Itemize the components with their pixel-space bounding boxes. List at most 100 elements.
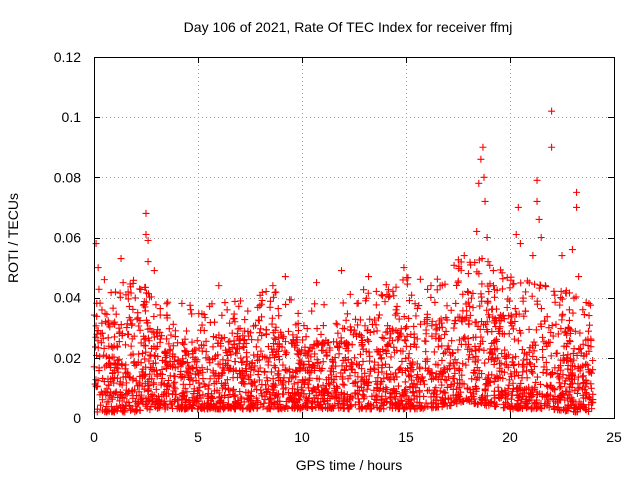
data-point (582, 336, 590, 344)
data-point (404, 354, 412, 362)
data-point (109, 319, 117, 327)
data-point (450, 324, 458, 332)
data-point (310, 340, 318, 348)
data-point (380, 405, 388, 413)
data-point (118, 381, 126, 389)
data-point (242, 353, 250, 361)
data-point (504, 363, 512, 371)
data-point (127, 316, 135, 324)
data-point (280, 390, 288, 398)
data-point (392, 389, 400, 397)
data-point (101, 363, 109, 371)
data-point (263, 354, 271, 362)
data-point (522, 307, 530, 315)
data-point (572, 293, 580, 301)
data-point (573, 351, 581, 359)
data-point (503, 303, 511, 311)
data-point (397, 397, 405, 405)
x-tick-label: 10 (294, 429, 310, 445)
data-point (365, 337, 373, 345)
data-point (556, 375, 564, 383)
data-point (566, 374, 574, 382)
data-point (588, 405, 596, 413)
data-point (458, 316, 466, 324)
data-point (233, 330, 241, 338)
data-point (124, 295, 132, 303)
data-point (321, 385, 329, 393)
data-point (120, 394, 128, 402)
data-point (491, 293, 499, 301)
data-point (346, 323, 354, 331)
data-point (144, 237, 152, 245)
data-point (390, 393, 398, 401)
data-point (145, 357, 153, 365)
data-point (450, 261, 458, 269)
data-point (548, 107, 556, 115)
data-point (449, 360, 457, 368)
data-point (361, 322, 369, 330)
data-point (389, 287, 397, 295)
data-point (167, 401, 175, 409)
data-point (246, 371, 254, 379)
data-point (165, 340, 173, 348)
data-point (367, 366, 375, 374)
data-point (516, 327, 524, 335)
data-point (181, 397, 189, 405)
data-point (344, 401, 352, 409)
data-point (424, 285, 432, 293)
data-point (579, 306, 587, 314)
data-point (136, 326, 144, 334)
data-point (332, 362, 340, 370)
data-point (97, 401, 105, 409)
data-point (399, 347, 407, 355)
data-point (410, 395, 418, 403)
data-point (548, 143, 556, 151)
data-point (169, 363, 177, 371)
data-point (532, 326, 540, 334)
data-point (351, 379, 359, 387)
data-point (338, 389, 346, 397)
data-point (200, 380, 208, 388)
data-point (299, 336, 307, 344)
y-tick-label: 0.1 (62, 109, 82, 125)
data-point (349, 331, 357, 339)
data-point (278, 405, 286, 413)
data-point (224, 361, 232, 369)
data-point (100, 344, 108, 352)
data-point (481, 359, 489, 367)
data-point (542, 369, 550, 377)
data-point (313, 279, 321, 287)
data-point (151, 401, 159, 409)
data-point (161, 348, 169, 356)
data-point (136, 406, 144, 414)
data-point (244, 327, 252, 335)
data-point (209, 343, 217, 351)
data-point (129, 279, 137, 287)
data-point (460, 252, 468, 260)
data-point (546, 338, 554, 346)
data-point (303, 325, 311, 333)
data-point (163, 312, 171, 320)
data-point (228, 344, 236, 352)
data-point (471, 358, 479, 366)
data-point (141, 342, 149, 350)
data-point (558, 316, 566, 324)
data-point (429, 403, 437, 411)
data-point (353, 360, 361, 368)
data-point (166, 345, 174, 353)
data-point (318, 387, 326, 395)
data-point (229, 387, 237, 395)
data-point (267, 368, 275, 376)
data-point (282, 300, 290, 308)
data-point (582, 377, 590, 385)
data-point (405, 297, 413, 305)
data-point (308, 387, 316, 395)
data-point (427, 293, 435, 301)
data-point (140, 332, 148, 340)
data-point (326, 344, 334, 352)
data-point (437, 396, 445, 404)
data-point (239, 405, 247, 413)
data-point (144, 258, 152, 266)
data-point (274, 370, 282, 378)
